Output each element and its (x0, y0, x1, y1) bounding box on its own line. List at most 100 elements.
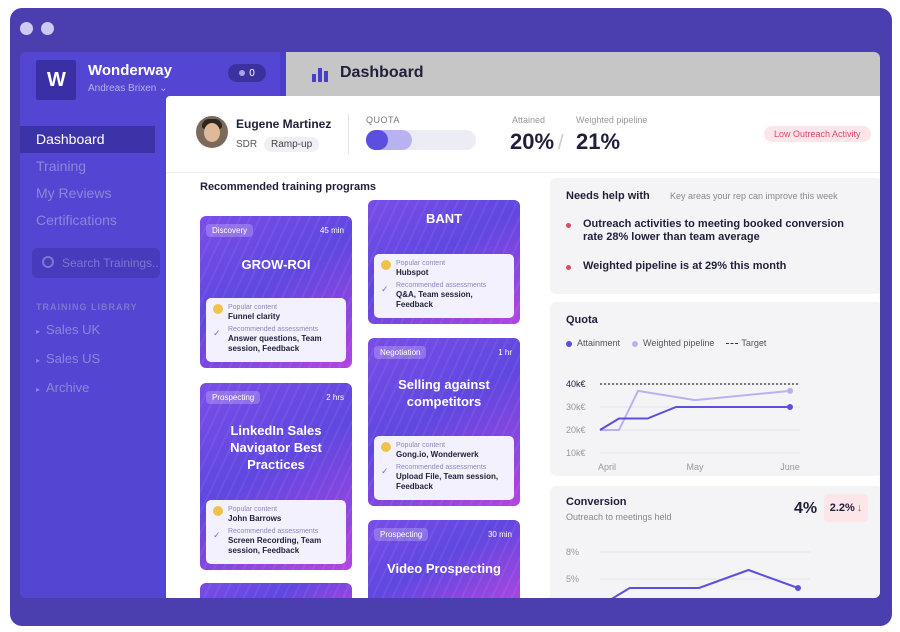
window-dot-icon[interactable] (20, 22, 33, 35)
notification-badge[interactable]: 0 (228, 64, 266, 82)
bullet-icon (566, 265, 571, 270)
chevron-right-icon: ▸ (36, 356, 41, 365)
assess-value: Answer questions, Team session, Feedback (228, 334, 322, 353)
legend-item: Weighted pipeline (632, 338, 714, 348)
needs-help-item: Weighted pipeline is at 29% this month (566, 260, 866, 273)
card-tag: Negotiation (374, 346, 427, 359)
tick-label: 30k€ (566, 402, 586, 412)
sidebar-header: W Wonderway Andreas Brixen ⌄ 0 (20, 52, 280, 106)
conversion-chart: 8% 5% (566, 547, 810, 598)
chevron-down-icon: ⌄ (159, 83, 168, 94)
card-title: GROW-ROI (241, 257, 311, 272)
divider (348, 114, 349, 154)
logo[interactable]: W (36, 60, 76, 100)
check-icon: ✓ (213, 328, 221, 338)
sidebar-item-dashboard[interactable]: Dashboard (20, 126, 155, 153)
sidebar-item-certifications[interactable]: Certifications (36, 212, 117, 228)
legend-item: Attainment (566, 338, 620, 348)
training-card[interactable]: Negotiation 1 hr Selling against competi… (368, 338, 520, 506)
library-item-archive[interactable]: ▸ Archive (36, 380, 89, 395)
app-frame: W Wonderway Andreas Brixen ⌄ 0 Dashboard… (10, 8, 892, 626)
data-point (795, 585, 801, 591)
divider (166, 172, 880, 173)
search-icon (42, 256, 54, 268)
user-switcher[interactable]: Andreas Brixen ⌄ (88, 83, 168, 94)
popular-value: Funnel clarity (228, 312, 281, 321)
conversion-chart-panel: Conversion Outreach to meetings held 4% … (550, 486, 880, 598)
card-tag: Prospecting (206, 391, 261, 404)
tick-label: 8% (566, 547, 579, 557)
card-title: Selling against competitors (398, 377, 490, 409)
attained-value: 20% (510, 129, 555, 154)
sidebar-item-training[interactable]: Training (36, 158, 87, 174)
popular-label: Popular content (396, 442, 446, 449)
conversion-delta-badge: 2.2% ↓ (824, 494, 868, 522)
needs-help-subtitle: Key areas your rep can improve this week (670, 191, 838, 201)
card-duration: 1 hr (498, 348, 512, 357)
page-header: Dashboard (286, 52, 880, 96)
avatar[interactable] (196, 116, 228, 148)
quota-label: QUOTA (366, 115, 400, 125)
chevron-right-icon: ▸ (36, 327, 41, 336)
series-line (599, 406, 790, 431)
status-badge[interactable]: Low Outreach Activity (764, 126, 871, 142)
star-icon (381, 442, 391, 452)
check-icon: ✓ (213, 530, 221, 540)
tick-label: April (598, 462, 616, 472)
card-info: Popular content Gong.io, Wonderwerk ✓ Re… (374, 436, 514, 500)
quota-attained-fill (366, 130, 388, 150)
training-card[interactable] (200, 583, 352, 598)
brand-name: Wonderway (88, 62, 172, 79)
chart-title: Quota (566, 314, 598, 326)
data-point (787, 387, 793, 394)
assess-value: Upload File, Team session, Feedback (396, 472, 499, 491)
tick-label: 40k€ (566, 379, 586, 389)
library-heading: TRAINING LIBRARY (36, 302, 138, 312)
series-line (600, 389, 791, 431)
library-item-sales-us[interactable]: ▸ Sales US (36, 351, 100, 366)
search-placeholder: Search Trainings... (62, 256, 160, 270)
rep-name: Eugene Martinez (236, 117, 332, 131)
popular-value: Hubspot (396, 268, 429, 277)
data-point (787, 404, 793, 410)
training-card[interactable]: Prospecting 2 hrs LinkedIn Sales Navigat… (200, 383, 352, 570)
tick-label: 10k€ (566, 448, 586, 458)
popular-value: John Barrows (228, 514, 282, 523)
search-input[interactable]: Search Trainings... (32, 248, 160, 278)
needs-help-panel: Needs help with Key areas your rep can i… (550, 178, 880, 294)
pipeline-value: 21% (576, 129, 621, 154)
sidebar-item-my-reviews[interactable]: My Reviews (36, 185, 112, 201)
tick-label: May (686, 462, 704, 472)
legend-item: Target (726, 338, 766, 348)
popular-label: Popular content (396, 260, 446, 267)
training-card[interactable]: Discovery 45 min GROW-ROI Popular conten… (200, 216, 352, 368)
bar-chart-icon (312, 66, 330, 82)
legend-label: Target (741, 338, 767, 348)
chart-title: Conversion (566, 496, 627, 508)
popular-value: Gong.io, Wonderwerk (396, 450, 479, 459)
training-card[interactable]: Prospecting 30 min Video Prospecting (368, 520, 520, 598)
main-nav: Dashboard Training My Reviews Certificat… (20, 126, 155, 234)
main-panel: Eugene Martinez SDR Ramp-up QUOTA Attain… (166, 96, 880, 598)
card-tag: Prospecting (374, 528, 429, 541)
assess-value: Q&A, Team session, Feedback (396, 290, 473, 309)
rep-stage-badge: Ramp-up (264, 137, 320, 152)
card-duration: 30 min (487, 530, 512, 539)
assess-label: Recommended assessments (396, 282, 487, 289)
library-item-sales-uk[interactable]: ▸ Sales UK (36, 322, 100, 337)
library-item-label: Archive (46, 380, 90, 395)
check-icon: ✓ (381, 466, 389, 476)
legend-label: Weighted pipeline (643, 338, 715, 348)
card-title: Video Prospecting (387, 561, 501, 576)
attained-label: Attained (512, 115, 546, 125)
user-name: Andreas Brixen (88, 83, 157, 94)
card-title: LinkedIn Sales Navigator Best Practices (230, 423, 322, 472)
window-dot-icon[interactable] (41, 22, 54, 35)
arrow-down-icon: ↓ (856, 502, 863, 514)
library-item-label: Sales US (46, 351, 101, 366)
training-card[interactable]: BANT Popular content Hubspot ✓ Recommend… (368, 200, 520, 324)
popular-label: Popular content (228, 506, 278, 513)
card-info: Popular content John Barrows ✓ Recommend… (206, 500, 346, 564)
legend-label: Attainment (577, 338, 621, 348)
star-icon (213, 506, 223, 516)
